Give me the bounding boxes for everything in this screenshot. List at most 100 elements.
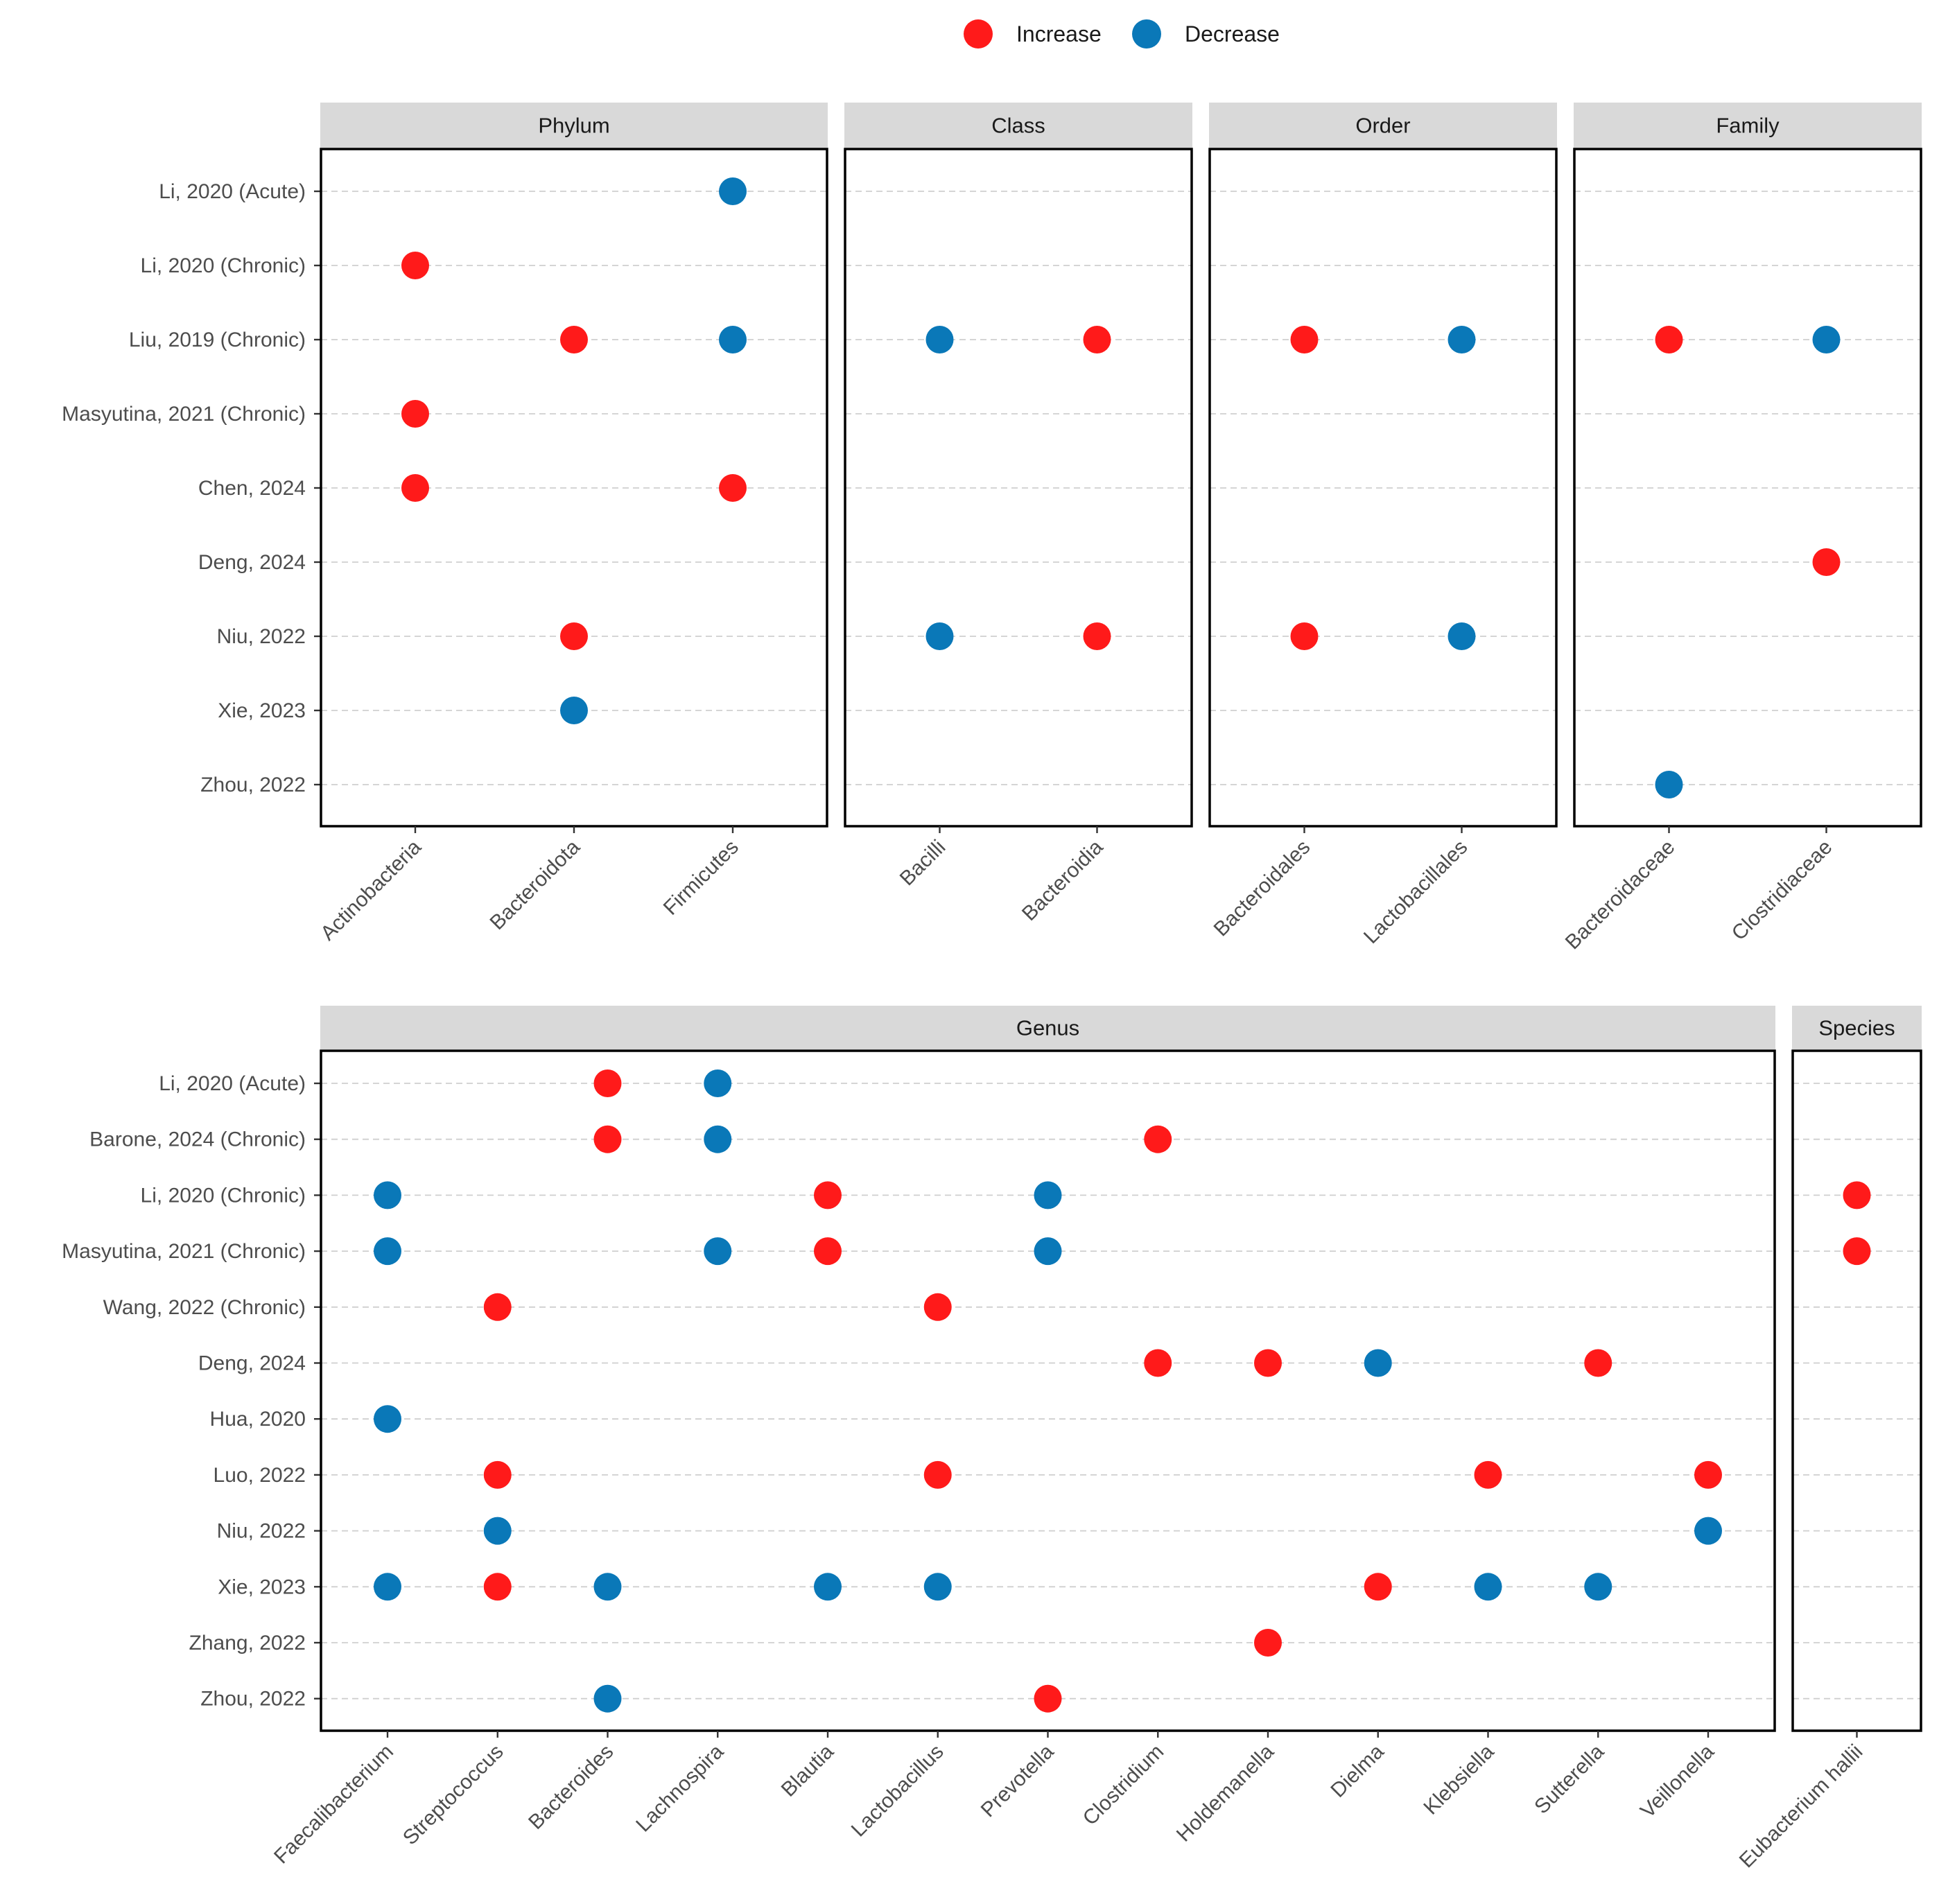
point-increase [814, 1237, 842, 1266]
point-increase [923, 1293, 952, 1321]
point-decrease [925, 326, 954, 353]
y-tick-label: Xie, 2023 [218, 1575, 306, 1598]
y-tick-label: Masyutina, 2021 (Chronic) [62, 1240, 306, 1263]
point-increase [1254, 1629, 1282, 1657]
x-tick-label: Eubacterium hallii [1735, 1740, 1868, 1873]
facet-species: Species Eubacterium hallii [1735, 1006, 1922, 1872]
point-increase [923, 1460, 952, 1489]
legend-key-increase [964, 19, 993, 49]
y-tick-label: Li, 2020 (Acute) [159, 1072, 306, 1095]
facet-order: Order Bacteroidales Lactobacillales [1208, 103, 1558, 948]
y-tick-label: Liu, 2019 (Chronic) [129, 329, 306, 351]
x-tick-label: Bacteroidales [1210, 836, 1315, 941]
legend-label-decrease: Decrease [1185, 21, 1280, 46]
x-tick-label: Streptococcus [399, 1740, 508, 1850]
facet-strip [1574, 103, 1922, 148]
y-tick-label: Niu, 2022 [217, 1520, 306, 1543]
x-tick-label: Holdemanella [1172, 1740, 1278, 1846]
facet-strip-label: Class [991, 114, 1045, 138]
y-tick-label: Zhou, 2022 [200, 1688, 306, 1711]
point-increase [1083, 622, 1111, 650]
legend-key-decrease [1132, 19, 1161, 49]
x-tick-label: Prevotella [977, 1740, 1059, 1822]
point-decrease [1447, 622, 1476, 650]
x-tick-label: Firmicutes [659, 836, 743, 920]
point-decrease [1447, 326, 1476, 353]
point-increase [1144, 1349, 1172, 1377]
x-tick-label: Faecalibacterium [270, 1740, 398, 1869]
point-increase [1474, 1460, 1502, 1489]
x-tick-label: Klebsiella [1419, 1740, 1498, 1819]
point-increase [1144, 1125, 1172, 1153]
point-increase [1083, 326, 1111, 353]
point-decrease [1474, 1573, 1502, 1601]
facet-strip [844, 103, 1192, 148]
point-increase [1843, 1237, 1871, 1266]
y-tick-label: Li, 2020 (Acute) [159, 180, 306, 203]
point-decrease [1655, 771, 1683, 798]
point-decrease [1364, 1349, 1392, 1377]
facet-phylum: Phylum Actinobacteria Bacteroidota Firmicut… [316, 103, 828, 945]
y-tick-label: Deng, 2024 [198, 1352, 306, 1375]
legend-label-increase: Increase [1016, 21, 1102, 46]
point-decrease [560, 697, 588, 724]
facet-strip-label: Order [1355, 114, 1410, 138]
point-increase [560, 326, 588, 353]
point-increase [401, 474, 429, 502]
point-increase [560, 622, 588, 650]
x-tick-label: Lachnospira [632, 1740, 728, 1836]
point-decrease [814, 1573, 842, 1601]
y-tick-label: Barone, 2024 (Chronic) [89, 1128, 306, 1151]
x-tick-label: Clostridium [1079, 1740, 1168, 1830]
y-tick-label: Wang, 2022 (Chronic) [103, 1296, 306, 1319]
y-tick-label: Xie, 2023 [218, 699, 306, 722]
panel-frame [1208, 148, 1558, 828]
point-increase [814, 1181, 842, 1209]
facet-family: Family Bacteroidaceae Clostridiaceae [1561, 103, 1922, 954]
panel-frame [1791, 1049, 1922, 1732]
panel-frame [320, 1049, 1776, 1732]
point-decrease [593, 1684, 622, 1713]
y-tick-label: Zhang, 2022 [189, 1632, 306, 1654]
y-tick-label: Hua, 2020 [210, 1408, 306, 1431]
point-decrease [374, 1573, 401, 1601]
point-increase [401, 400, 429, 428]
x-tick-label: Blautia [777, 1740, 838, 1801]
x-tick-label: Lactobacillales [1359, 836, 1472, 948]
facet-strip [1209, 103, 1557, 148]
point-decrease [925, 622, 954, 650]
point-decrease [1034, 1237, 1062, 1266]
point-decrease [704, 1237, 732, 1266]
point-decrease [1584, 1573, 1612, 1601]
point-decrease [719, 177, 747, 205]
point-increase [1290, 622, 1319, 650]
facet-strip [320, 1006, 1775, 1049]
x-tick-label: Veillonella [1636, 1740, 1719, 1822]
point-increase [1290, 326, 1319, 353]
point-increase [483, 1460, 512, 1489]
x-tick-label: Actinobacteria [316, 835, 426, 945]
panel-frame [1573, 148, 1922, 828]
legend: Increase Decrease [964, 19, 1280, 49]
panel-row-2: Li, 2020 (Acute) Barone, 2024 (Chronic) Li… [62, 1006, 1922, 1872]
point-increase [1655, 326, 1683, 353]
facet-strip [320, 103, 828, 148]
facet-strip-label: Family [1716, 114, 1780, 138]
point-decrease [1694, 1517, 1722, 1545]
facet-genus: Genus Faecalibacterium Streptococcus Bacter… [270, 1006, 1776, 1869]
facet-panels: Li, 2020 (Acute) Li, 2020 (Chronic) Liu, 2… [62, 103, 1922, 1872]
point-increase [593, 1069, 622, 1097]
facet-class: Class Bacilli Bacteroidia [844, 103, 1193, 925]
point-increase [1843, 1181, 1871, 1209]
x-tick-label: Bacteroidia [1018, 835, 1108, 925]
point-decrease [704, 1125, 732, 1153]
point-decrease [374, 1237, 401, 1266]
point-decrease [1034, 1181, 1062, 1209]
facet-strip-label: Phylum [538, 114, 609, 138]
point-decrease [374, 1181, 401, 1209]
point-increase [1254, 1349, 1282, 1377]
x-tick-label: Clostridiaceae [1728, 836, 1837, 945]
panel-frame [844, 148, 1193, 828]
x-tick-label: Sutterella [1530, 1740, 1608, 1818]
